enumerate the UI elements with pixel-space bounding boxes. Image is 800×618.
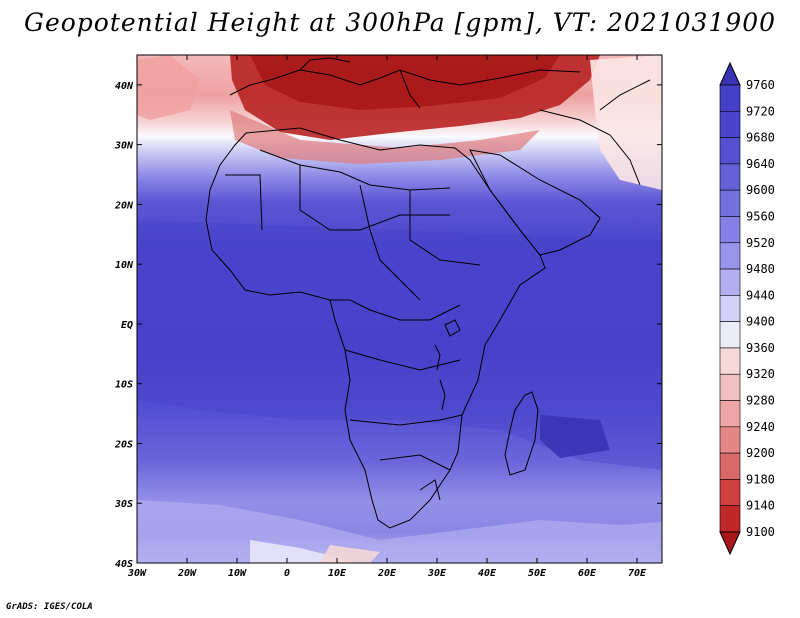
colorbar-swatch [719,163,741,191]
lat-tick-label: 10N [115,260,134,271]
height-field [137,55,662,563]
colorbar-label: 9760 [746,78,775,92]
lon-tick-label: 70E [628,568,647,579]
colorbar-swatch [719,137,741,165]
colorbar-label: 9240 [746,420,775,434]
colorbar-label: 9480 [746,262,775,276]
lon-tick-label: 30E [427,568,447,579]
colorbar-swatch [719,216,741,244]
map-title: Geopotential Height at 300hPa [gpm], VT:… [23,8,777,37]
lat-tick-label: EQ [121,320,133,331]
coastlines [205,57,651,529]
colorbar-label: 9280 [746,394,775,408]
colorbar-label: 9200 [746,446,775,460]
lon-tick-label: 10E [328,568,347,579]
colorbar-swatch [719,268,741,296]
lon-tick-label: 0 [284,568,290,579]
colorbar-swatch [719,84,741,112]
lon-tick-label: 10W [228,568,247,579]
lat-tick-label: 40N [115,81,134,92]
colorbar-label: 9140 [746,499,775,513]
lon-tick-label: 50E [528,568,547,579]
colorbar-label: 9440 [746,288,775,302]
lat-tick-label: 10S [115,380,133,391]
colorbar-swatch [719,242,741,270]
lat-tick-label: 40S [115,559,133,570]
lat-tick-label: 30N [114,141,134,152]
colorbar-label: 9720 [746,104,775,118]
lon-tick-label: 60E [578,568,597,579]
colorbar-swatch [719,505,741,533]
colorbar-label: 9100 [746,525,775,539]
colorbar-swatch [719,400,741,428]
colorbar-swatch [719,295,741,322]
colorbar-swatch [719,479,741,507]
lon-tick-label: 40E [478,568,497,579]
lat-tick-label: 20S [114,439,133,450]
colorbar-swatch [719,452,741,480]
colorbar-label: 9180 [746,472,775,486]
colorbar-swatch [719,426,741,454]
lat-tick-label: 30S [114,499,133,510]
colorbar-swatch [719,347,741,375]
colorbar-top-triangle [719,61,741,86]
colorbar-label: 9520 [746,236,775,250]
colorbar-label: 9560 [746,209,775,223]
colorbar-swatch [719,189,741,217]
colorbar-bottom-triangle [719,531,741,556]
plot-frame [136,54,663,564]
lon-tick-label: 20W [177,568,197,579]
grads-credit: GrADS: IGES/COLA [6,602,93,612]
colorbar-swatch [719,373,741,401]
colorbar-swatch [719,321,741,349]
lon-tick-label: 30W [127,568,147,579]
colorbar-label: 9400 [746,315,775,329]
lon-tick-label: 20E [377,568,397,579]
colorbar-swatch [719,110,741,138]
colorbar-label: 9640 [746,157,775,171]
colorbar-label: 9600 [746,183,775,197]
colorbar: 9760 9720 9680 9640 9600 9560 9520 9480 9440 9400… [719,61,775,556]
colorbar-label: 9680 [746,131,775,145]
axis-ticks: 30W 20W 10W 0 10E 20E 30E 40E 50E 60E 70E 40N 30N 20N… [114,55,662,579]
colorbar-label: 9320 [746,367,775,381]
colorbar-label: 9360 [746,341,775,355]
lat-tick-label: 20N [114,200,134,211]
